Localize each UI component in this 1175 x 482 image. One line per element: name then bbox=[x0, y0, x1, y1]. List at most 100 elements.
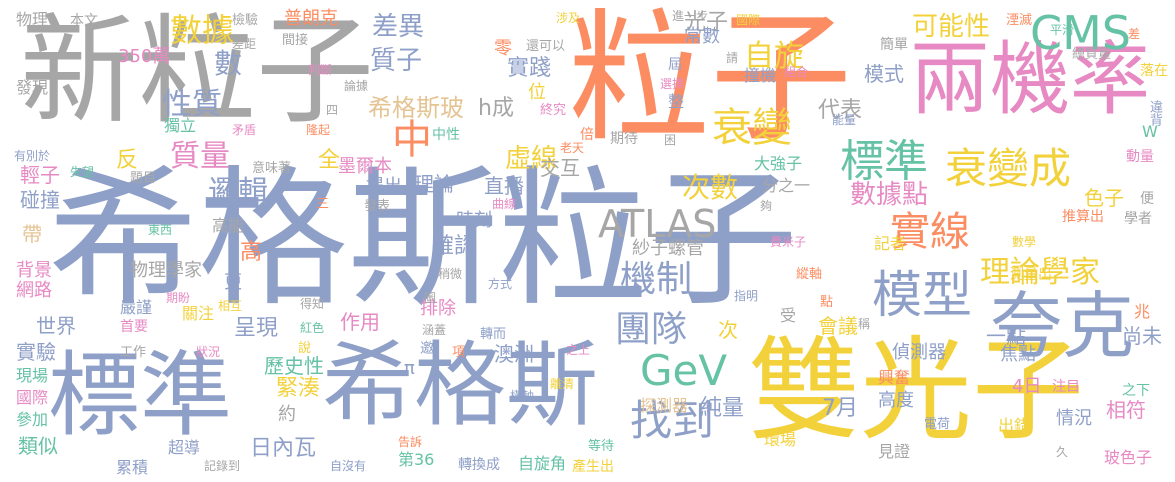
word-argument: 論據 bbox=[344, 79, 369, 93]
word-4th: 4日 bbox=[1012, 376, 1042, 397]
word-pi: π bbox=[404, 358, 415, 379]
word-independent: 獨立 bbox=[164, 116, 197, 135]
word-times: 次 bbox=[718, 318, 738, 342]
word-live: 直播 bbox=[484, 174, 524, 198]
word-oh-god: 老天 bbox=[560, 141, 585, 155]
word-say: 說 bbox=[298, 341, 312, 356]
word-violate: 違背 bbox=[1147, 100, 1162, 126]
word-consistent: 相符 bbox=[1106, 398, 1146, 422]
word-please: 請 bbox=[726, 51, 739, 65]
word-boson: 玻色子 bbox=[1104, 448, 1153, 467]
word-diphoton: 雙光子 bbox=[748, 326, 1084, 456]
word-invite: 邀 bbox=[420, 341, 434, 357]
word-session: 屆 bbox=[668, 57, 682, 73]
word-none: 自沒有 bbox=[330, 459, 367, 473]
word-situation: 情況 bbox=[1056, 408, 1092, 429]
word-3-5-million: 350萬 bbox=[118, 46, 171, 67]
word-number: 數 bbox=[214, 47, 243, 80]
word-further: 進一步 bbox=[672, 9, 709, 23]
word-represent: 代表 bbox=[818, 98, 863, 123]
word-fall-on: 落在 bbox=[1140, 63, 1168, 79]
word-spin-angle: 自旋角 bbox=[518, 454, 567, 473]
word-more: 更 bbox=[224, 272, 242, 293]
word-count: 次數 bbox=[682, 171, 739, 204]
word-interaction: 交互 bbox=[540, 156, 580, 180]
word-receive: 受 bbox=[780, 306, 797, 325]
word-experiment: 實驗 bbox=[16, 340, 56, 364]
word-scalar: 純量 bbox=[700, 396, 745, 421]
word-this-article: 本文 bbox=[70, 13, 98, 29]
word-trillion: 兆 bbox=[1134, 302, 1151, 321]
word-cover: 涵蓋 bbox=[422, 323, 447, 337]
word-scholar: 學者 bbox=[1124, 211, 1152, 227]
word-fermion: 費米子 bbox=[770, 235, 807, 249]
word-mode: 模式 bbox=[864, 62, 904, 86]
word-excited: 興奮 bbox=[878, 368, 911, 387]
word-mechanism: 機制 bbox=[620, 259, 693, 300]
word-involve: 涉及 bbox=[556, 11, 581, 25]
word-height: 高度 bbox=[878, 390, 914, 411]
word-concern: 關注 bbox=[182, 304, 215, 323]
word-atlas: ATLAS bbox=[598, 202, 717, 246]
word-proton: 質子 bbox=[370, 46, 423, 76]
word-higgs: 希格斯 bbox=[322, 332, 599, 439]
word-accumulate: 累積 bbox=[116, 458, 149, 477]
word-recorded: 記錄到 bbox=[204, 459, 241, 473]
word-moment: 時刻 bbox=[456, 210, 492, 231]
word-superconduct: 超導 bbox=[168, 438, 201, 457]
word-different-from: 有別於 bbox=[14, 149, 51, 163]
word-tell: 告訴 bbox=[398, 435, 423, 449]
word-turn-to: 轉而 bbox=[480, 327, 507, 342]
word-three: 三 bbox=[316, 197, 330, 212]
word-trapped: 困 bbox=[664, 133, 677, 147]
word-h-into: h成 bbox=[478, 96, 514, 121]
word-physicist: 物理學家 bbox=[130, 260, 202, 281]
word-australia: 澳洲 bbox=[494, 342, 534, 366]
word-two-probability: 兩機率 bbox=[910, 33, 1150, 126]
word-whole: 整 bbox=[668, 92, 685, 111]
word-model: 模型 bbox=[872, 266, 972, 324]
word-compact: 緊湊 bbox=[276, 376, 321, 401]
word-below: 之下 bbox=[1122, 383, 1150, 399]
word-particle: 粒子 bbox=[568, 0, 852, 161]
word-effect: 作用 bbox=[340, 310, 380, 334]
word-charge: 電荷 bbox=[924, 417, 951, 432]
word-not-yet: 尚未 bbox=[1122, 324, 1162, 348]
word-confirm: 確認 bbox=[432, 234, 477, 259]
word-propose: 提出 bbox=[366, 176, 402, 197]
word-fold: 倍 bbox=[580, 127, 594, 143]
word-difference: 差異 bbox=[372, 12, 425, 42]
word-middle: 中 bbox=[392, 117, 432, 163]
word-gap: 差距 bbox=[232, 37, 257, 51]
word-indirect: 間接 bbox=[282, 33, 309, 48]
word-figure: 圖 bbox=[424, 291, 437, 305]
word-theorist: 理論學家 bbox=[980, 255, 1100, 290]
word-carry: 帶 bbox=[22, 222, 42, 246]
word-ring-field: 環場 bbox=[764, 430, 797, 449]
word-higgs-particle: 希格斯粒子 bbox=[48, 153, 799, 327]
word-momentum: 動量 bbox=[1126, 149, 1154, 165]
word-logic: 邏輯 bbox=[208, 175, 268, 210]
word-practice: 實踐 bbox=[507, 56, 552, 81]
word-long: 久 bbox=[1056, 445, 1069, 459]
word-neutral: 中性 bbox=[432, 127, 460, 143]
word-annihilate: 湮滅 bbox=[1006, 13, 1033, 28]
word-also-can: 還可以 bbox=[526, 39, 566, 54]
word-planck: 普朗克 bbox=[284, 8, 338, 29]
word-conference: 會議 bbox=[818, 314, 858, 338]
word-chromon: 色子 bbox=[1084, 186, 1124, 210]
word-collider: 撞機 bbox=[744, 66, 777, 85]
word-photon-small: 光子 bbox=[684, 10, 729, 35]
word-condition: 狀況 bbox=[196, 345, 221, 359]
word-math: 數學 bbox=[1012, 235, 1037, 249]
word-present: 呈現 bbox=[234, 316, 279, 341]
word-network: 網路 bbox=[16, 280, 52, 301]
word-gev: GeV bbox=[640, 346, 728, 395]
word-high: 高 bbox=[240, 240, 263, 265]
word-find: 找到 bbox=[630, 396, 715, 445]
word-call: 稱 bbox=[858, 317, 871, 331]
word-topic: 題目 bbox=[130, 171, 157, 186]
word-36th: 第36 bbox=[398, 450, 435, 469]
word-horizontal-axis: 橫軸 bbox=[510, 389, 535, 403]
word-solid-line: 實線 bbox=[890, 209, 970, 255]
